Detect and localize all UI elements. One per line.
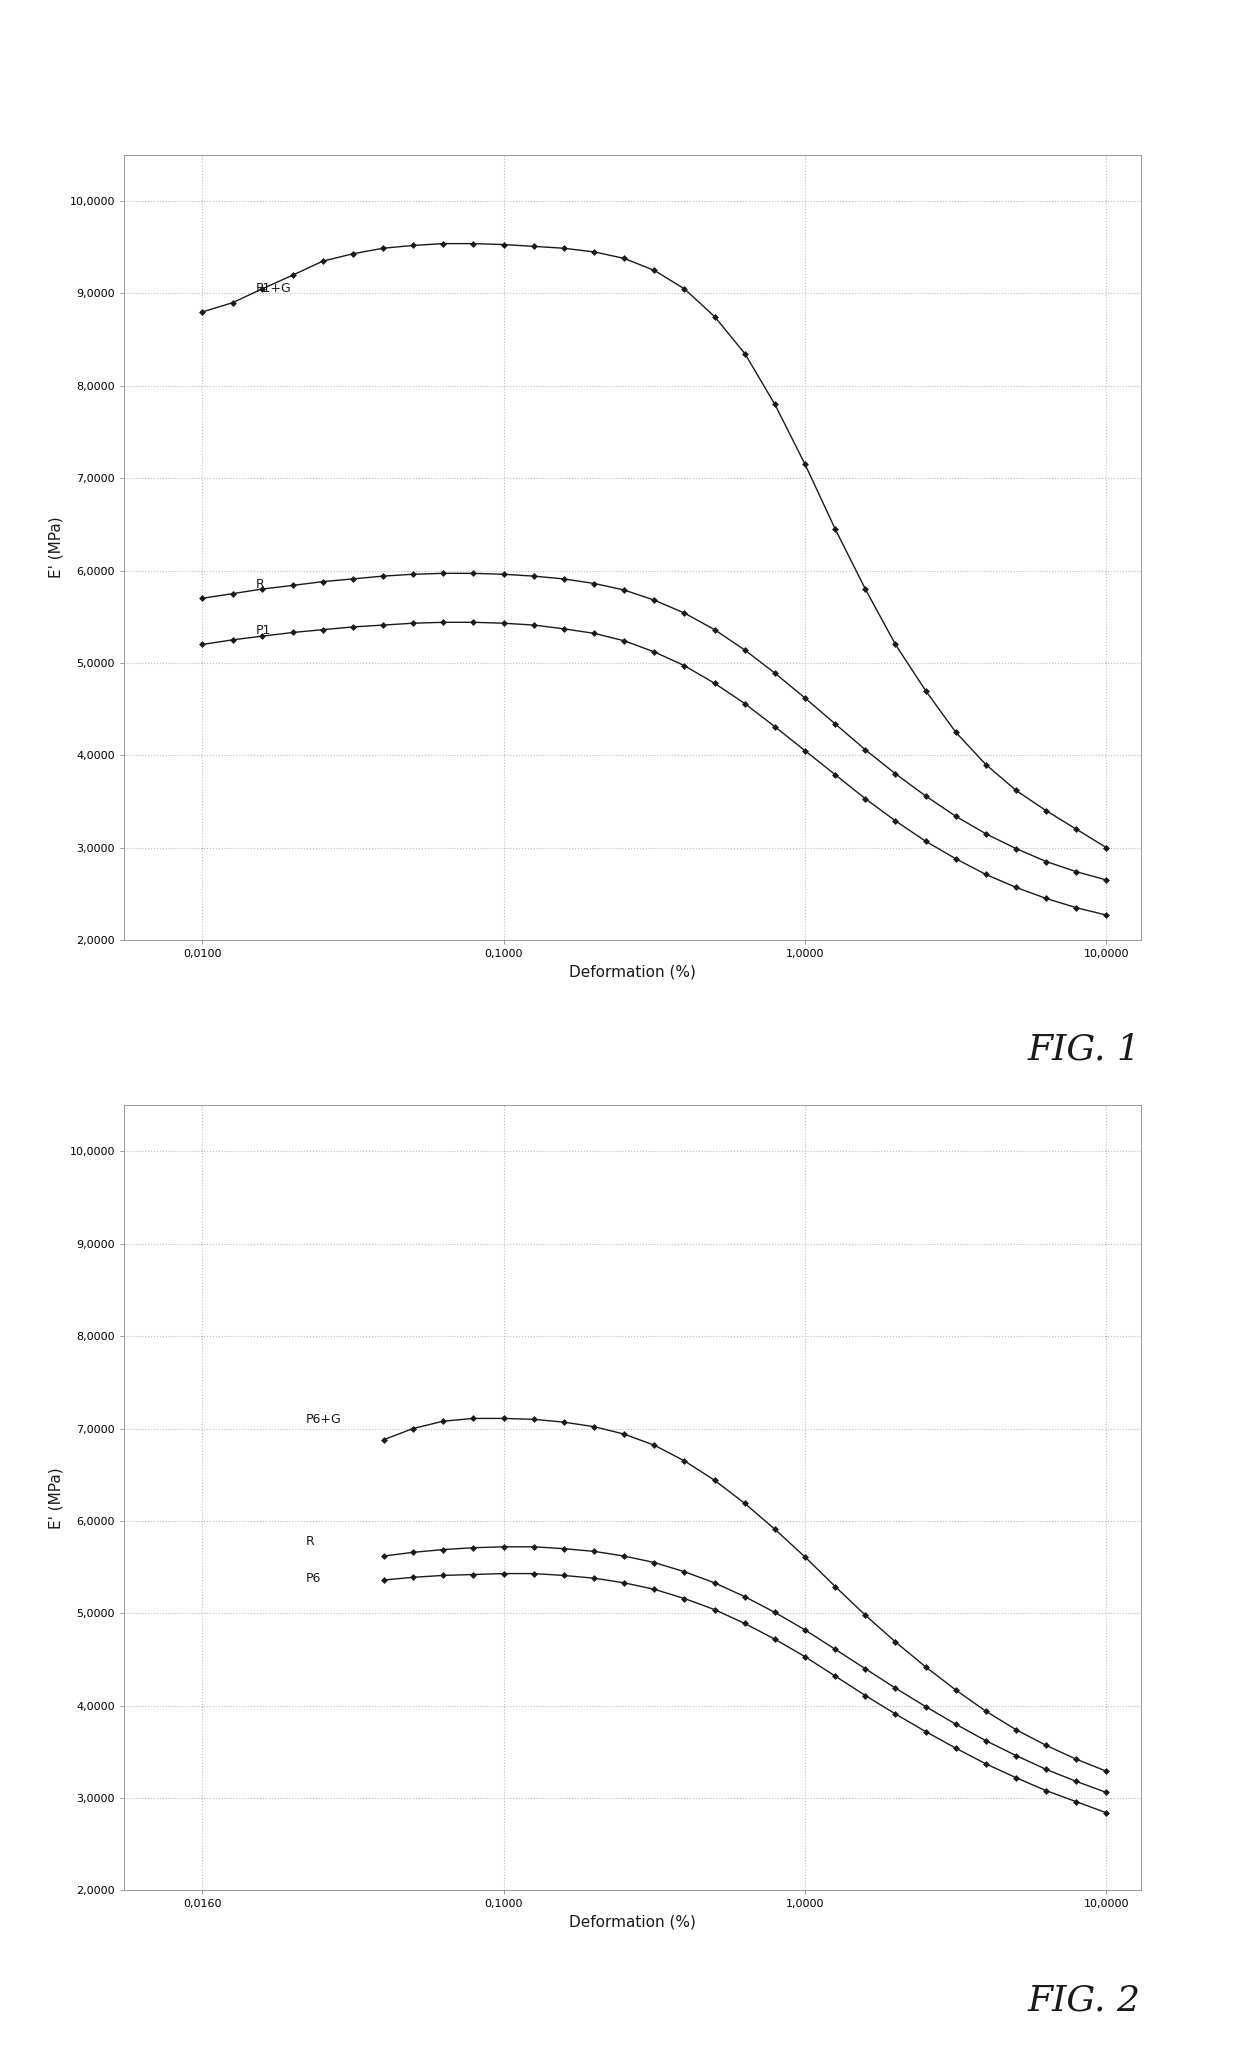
Text: R: R [255,578,264,591]
Text: P1: P1 [255,624,270,636]
Y-axis label: E' (MPa): E' (MPa) [48,516,64,578]
Text: FIG. 1: FIG. 1 [1028,1033,1141,1066]
Text: P6: P6 [305,1572,321,1585]
Text: P1+G: P1+G [255,283,291,295]
Text: R: R [305,1535,314,1547]
Text: FIG. 2: FIG. 2 [1028,1983,1141,2016]
Y-axis label: E' (MPa): E' (MPa) [48,1467,64,1529]
X-axis label: Deformation (%): Deformation (%) [569,965,696,979]
Text: P6+G: P6+G [305,1413,341,1426]
X-axis label: Deformation (%): Deformation (%) [569,1915,696,1930]
